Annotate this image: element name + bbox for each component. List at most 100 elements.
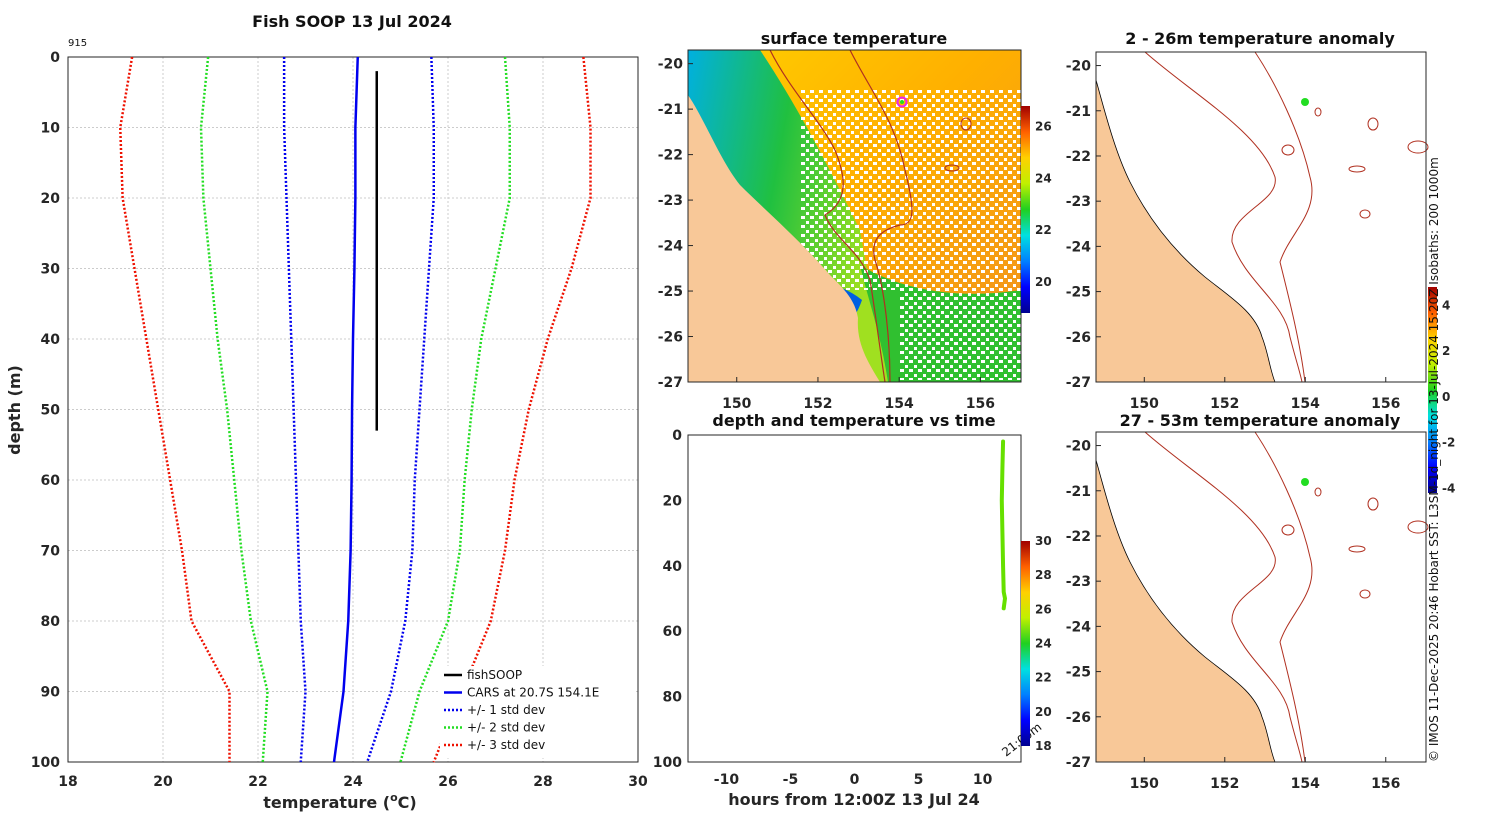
- map-y-tick-label: -26: [1066, 710, 1091, 726]
- profile-y-tick-label: 100: [31, 755, 60, 771]
- sst-cloud-gaps: [800, 90, 1021, 290]
- sst-vessel-dot: [900, 100, 904, 104]
- map-x-tick-label: 154: [885, 396, 914, 412]
- sst-seamount-1: [960, 117, 972, 131]
- map-x-tick-label: 156: [966, 396, 995, 412]
- map-y-tick-label: -27: [1066, 755, 1091, 771]
- profile-y-tick-label: 90: [41, 685, 61, 701]
- map-x-tick-label: 154: [1291, 776, 1320, 792]
- map-y-tick-label: -27: [658, 375, 683, 391]
- profile-legend: fishSOOP CARS at 20.7S 154.1E +/- 1 std de…: [440, 666, 635, 758]
- profile-xlabel: temperature (oC): [263, 791, 416, 812]
- profile-x-tick-label: 28: [533, 774, 552, 790]
- depth-time-y-tick-label: 0: [672, 428, 682, 444]
- profile-ylabel: depth (m): [5, 365, 24, 455]
- profile-id-label: 915: [68, 38, 87, 49]
- map-y-tick-label: -24: [1066, 619, 1092, 635]
- profile-y-tick-label: 50: [41, 403, 61, 419]
- anomaly-isobath-1000: [1254, 431, 1313, 763]
- anomaly-isobath-200: [1144, 431, 1303, 763]
- anomaly-seamount: [1407, 520, 1429, 534]
- depth-time-x-tick-label: -10: [714, 772, 740, 788]
- anomaly-colorbar-label: 4: [1442, 298, 1450, 312]
- map-y-tick-label: -26: [1066, 330, 1091, 346]
- profile-x-tick-label: 30: [628, 774, 648, 790]
- map-x-tick-label: 150: [1130, 396, 1159, 412]
- depth-time-y-tick-label: 20: [663, 493, 683, 509]
- sst-field: [688, 49, 1021, 383]
- profile-x-tick-label: 18: [58, 774, 77, 790]
- anomaly-bottom-title: 27 - 53m temperature anomaly: [1120, 411, 1401, 430]
- profile-line-cars: [332, 56, 359, 763]
- depth-time-title: depth and temperature vs time: [712, 411, 995, 430]
- legend-entry: fishSOOP: [467, 668, 522, 682]
- map-y-tick-label: -20: [1066, 439, 1092, 455]
- profile-xlabel-main: temperature (: [263, 793, 390, 812]
- map-y-tick-label: -21: [658, 102, 683, 118]
- anomaly-isobath-200: [1144, 51, 1303, 383]
- depth-time-x-tick-label: -5: [783, 772, 799, 788]
- depth-time-colorbar-label: 30: [1035, 534, 1052, 548]
- sst-seamount-2: [944, 164, 960, 172]
- depth-time-colorbar-label: 24: [1035, 637, 1052, 651]
- depth-time-panel: depth and temperature vs time -10 -5 0 5 100…: [653, 411, 1052, 809]
- map-y-tick-label: -27: [1066, 375, 1091, 391]
- sst-colorbar-label: 20: [1035, 275, 1052, 289]
- anomaly-seamount: [1281, 524, 1295, 536]
- profile-title: Fish SOOP 13 Jul 2024: [252, 12, 452, 31]
- map-y-tick-label: -22: [1066, 149, 1091, 165]
- map-y-tick-label: -20: [1066, 59, 1092, 75]
- anomaly-colorbar: [1428, 287, 1437, 493]
- profile-x-tick-label: 26: [438, 774, 457, 790]
- anomaly-seamount: [1314, 487, 1322, 497]
- profile-y-tick-label: 80: [41, 614, 61, 630]
- legend-entry: +/- 1 std dev: [467, 703, 545, 717]
- sst-title: surface temperature: [761, 29, 948, 48]
- depth-time-y-tick-label: 40: [663, 559, 683, 575]
- profile-y-tick-label: 20: [41, 191, 61, 207]
- map-y-tick-label: -23: [1066, 194, 1091, 210]
- profile-y-tick-label: 40: [41, 332, 61, 348]
- credit-text: © IMOS 11-Dec-2025 20:46 Hobart SST: L3S…: [1427, 157, 1441, 762]
- sst-colorbar-ticks: 20 22 24 26: [1035, 120, 1052, 289]
- map-x-tick-label: 152: [1210, 396, 1239, 412]
- profile-x-tick-label: 24: [343, 774, 363, 790]
- map-y-tick-label: -22: [658, 148, 683, 164]
- map-y-tick-label: -21: [1066, 104, 1091, 120]
- sst-isobath-200: [769, 49, 886, 383]
- anomaly-seamount: [1348, 545, 1366, 553]
- sst-land: [688, 95, 880, 382]
- map-x-tick-label: 156: [1371, 396, 1400, 412]
- sst-vessel-marker: [896, 96, 908, 108]
- anomaly-top-panel: 2 - 26m temperature anomaly 150 152 154 156…: [1066, 29, 1429, 412]
- profile-line-high-2: [366, 56, 435, 763]
- anomaly-land: [1095, 459, 1276, 763]
- map-x-tick-label: 150: [722, 396, 751, 412]
- depth-time-colorbar-label: 22: [1035, 671, 1052, 685]
- anomaly-seamount: [1281, 144, 1295, 156]
- depth-time-xlabel: hours from 12:00Z 13 Jul 24: [728, 790, 979, 809]
- depth-time-colorbar-ticks: 18 20 22 24 26 28 30: [1035, 534, 1052, 753]
- map-y-tick-label: -25: [1066, 665, 1091, 681]
- profile-xlabel-tail: C): [398, 793, 417, 812]
- profile-y-ticks: 0 10 20 30 40 50 60 70 80 90 100: [31, 50, 60, 771]
- anomaly-seamount: [1407, 140, 1429, 154]
- profile-line-low-4: [118, 56, 231, 762]
- map-y-tick-label: -24: [1066, 239, 1092, 255]
- profile-y-tick-label: 30: [41, 262, 61, 278]
- profile-panel: Fish SOOP 13 Jul 2024 915 18 20 22 24 26 28 30…: [5, 12, 648, 812]
- anomaly-colorbar-label: -4: [1442, 481, 1455, 495]
- profile-y-tick-label: 70: [41, 544, 61, 560]
- depth-time-axes-box: [687, 434, 1022, 763]
- depth-time-colorbar-label: 18: [1035, 739, 1052, 753]
- anomaly-colorbar-label: 0: [1442, 390, 1450, 404]
- profile-x-ticks: 18 20 22 24 26 28 30: [58, 774, 648, 790]
- map-x-tick-label: 154: [1291, 396, 1320, 412]
- profile-axes-box: [67, 56, 639, 763]
- legend-entry: +/- 3 std dev: [467, 738, 545, 752]
- legend-background: [440, 666, 635, 758]
- anomaly-seamount: [1367, 497, 1379, 511]
- depth-time-x-tick-label: 5: [914, 772, 924, 788]
